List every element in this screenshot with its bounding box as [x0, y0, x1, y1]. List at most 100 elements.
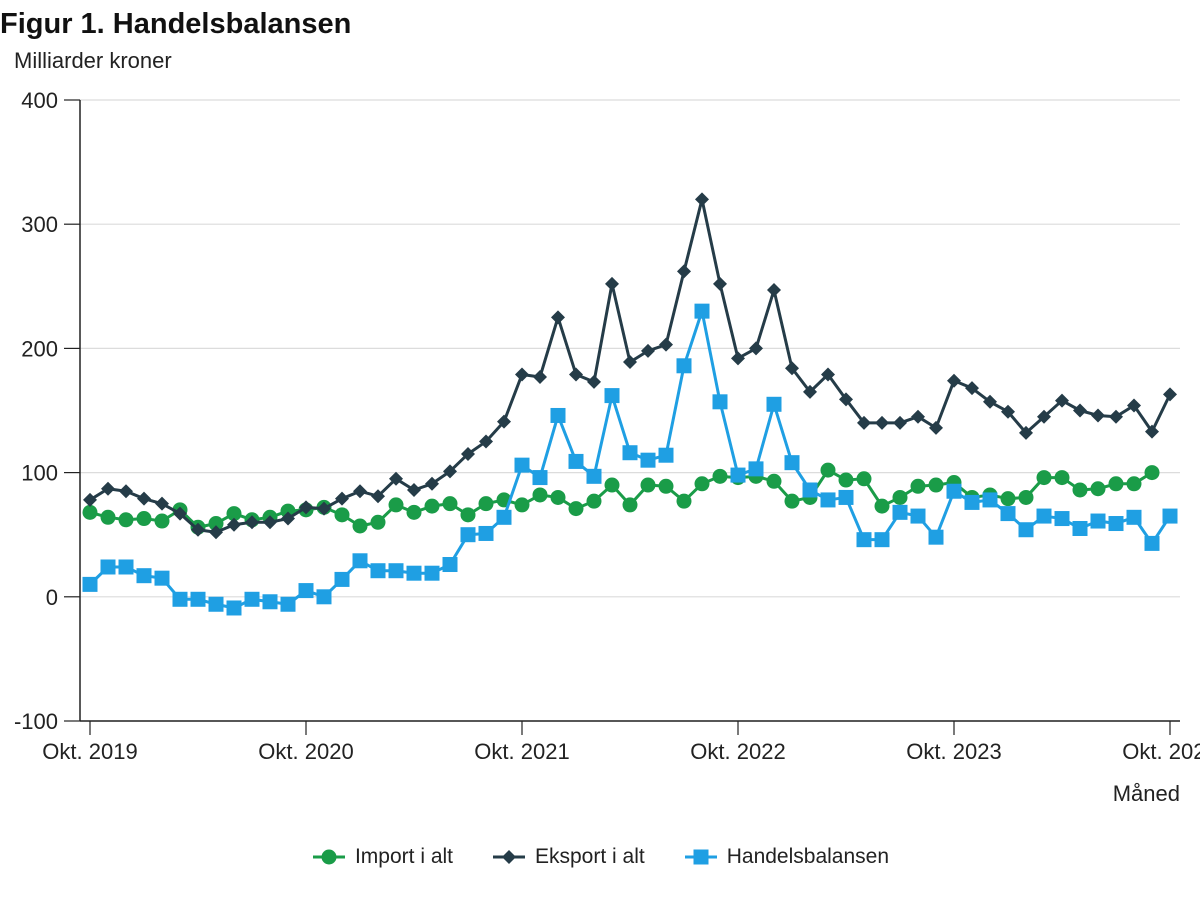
data-point	[1001, 404, 1015, 419]
data-point	[586, 493, 602, 509]
legend-swatch	[493, 850, 525, 864]
data-point	[460, 507, 476, 523]
data-point	[515, 367, 529, 382]
data-point	[407, 482, 421, 497]
data-point	[334, 507, 350, 523]
data-point	[857, 415, 871, 430]
data-point	[406, 565, 422, 581]
data-point	[1018, 489, 1034, 505]
data-point	[550, 407, 566, 423]
data-point	[353, 484, 367, 499]
data-point	[496, 509, 512, 525]
data-point	[154, 570, 170, 586]
data-point	[424, 498, 440, 514]
data-point	[514, 457, 530, 473]
data-point	[1019, 425, 1033, 440]
data-point	[371, 489, 385, 504]
data-point	[838, 472, 854, 488]
data-point	[785, 361, 799, 376]
data-point	[1126, 476, 1142, 492]
data-point	[892, 489, 908, 505]
data-point	[802, 482, 818, 498]
data-point	[604, 388, 620, 404]
data-point	[190, 591, 206, 607]
data-point	[1073, 403, 1087, 418]
data-point	[659, 337, 673, 352]
data-point	[461, 446, 475, 461]
legend-item: Import i alt	[311, 845, 453, 869]
legend-label: Eksport i alt	[535, 845, 645, 868]
data-point	[874, 498, 890, 514]
data-point	[820, 492, 836, 508]
x-tick-label: Okt. 2023	[906, 739, 1001, 764]
data-point	[514, 497, 530, 513]
data-point	[856, 471, 872, 487]
data-point	[352, 518, 368, 534]
data-point	[712, 394, 728, 410]
data-point	[208, 596, 224, 612]
data-point	[1036, 470, 1052, 486]
y-tick-label: -100	[14, 709, 58, 734]
data-point	[245, 515, 259, 530]
data-point	[641, 343, 655, 358]
data-point	[640, 452, 656, 468]
data-point	[335, 491, 349, 506]
data-point	[695, 192, 709, 207]
data-point	[280, 596, 296, 612]
data-point	[694, 476, 710, 492]
legend-label: Import i alt	[354, 845, 453, 868]
data-point	[352, 553, 368, 569]
data-point	[532, 470, 548, 486]
data-point	[1018, 522, 1034, 538]
x-tick-label: Okt. 2019	[42, 739, 137, 764]
legend: Import i alt Eksport i alt Handelsbalansen	[0, 840, 1200, 874]
data-point	[820, 462, 836, 478]
data-point	[172, 591, 188, 607]
data-point	[281, 511, 295, 526]
data-point	[208, 516, 224, 532]
data-point	[262, 594, 278, 610]
data-point	[676, 358, 692, 374]
data-point	[1036, 508, 1052, 524]
data-point	[766, 396, 782, 412]
series-layer	[82, 192, 1178, 616]
legend-swatch	[312, 849, 345, 865]
data-point	[893, 415, 907, 430]
data-point	[731, 351, 745, 366]
data-point	[874, 532, 890, 548]
data-point	[568, 453, 584, 469]
data-point	[425, 476, 439, 491]
data-point	[227, 517, 241, 532]
data-point	[317, 501, 331, 516]
data-point	[460, 527, 476, 543]
legend-item: Handelsbalansen	[683, 845, 889, 869]
data-point	[622, 445, 638, 461]
data-point	[929, 420, 943, 435]
data-point	[83, 492, 97, 507]
data-point	[1144, 535, 1160, 551]
data-point	[299, 500, 313, 515]
data-point	[479, 434, 493, 449]
data-point	[1163, 387, 1177, 402]
data-point	[856, 532, 872, 548]
chart-title: Figur 1. Handelsbalansen	[0, 8, 352, 40]
data-point	[533, 369, 547, 384]
data-point	[1091, 408, 1105, 423]
x-tick-label: Okt. 2024	[1122, 739, 1200, 764]
data-point	[713, 276, 727, 291]
data-point	[658, 478, 674, 494]
data-point	[586, 468, 602, 484]
data-point	[910, 478, 926, 494]
data-point	[100, 509, 116, 525]
data-point	[623, 355, 637, 370]
data-point	[1072, 482, 1088, 498]
data-point	[1162, 508, 1178, 524]
data-point	[424, 565, 440, 581]
data-point	[694, 303, 710, 319]
series-handelsbalansen	[82, 303, 1178, 616]
data-point	[604, 477, 620, 493]
data-point	[370, 514, 386, 530]
data-point	[226, 600, 242, 616]
data-point	[478, 496, 494, 512]
x-tick-label: Okt. 2021	[474, 739, 569, 764]
